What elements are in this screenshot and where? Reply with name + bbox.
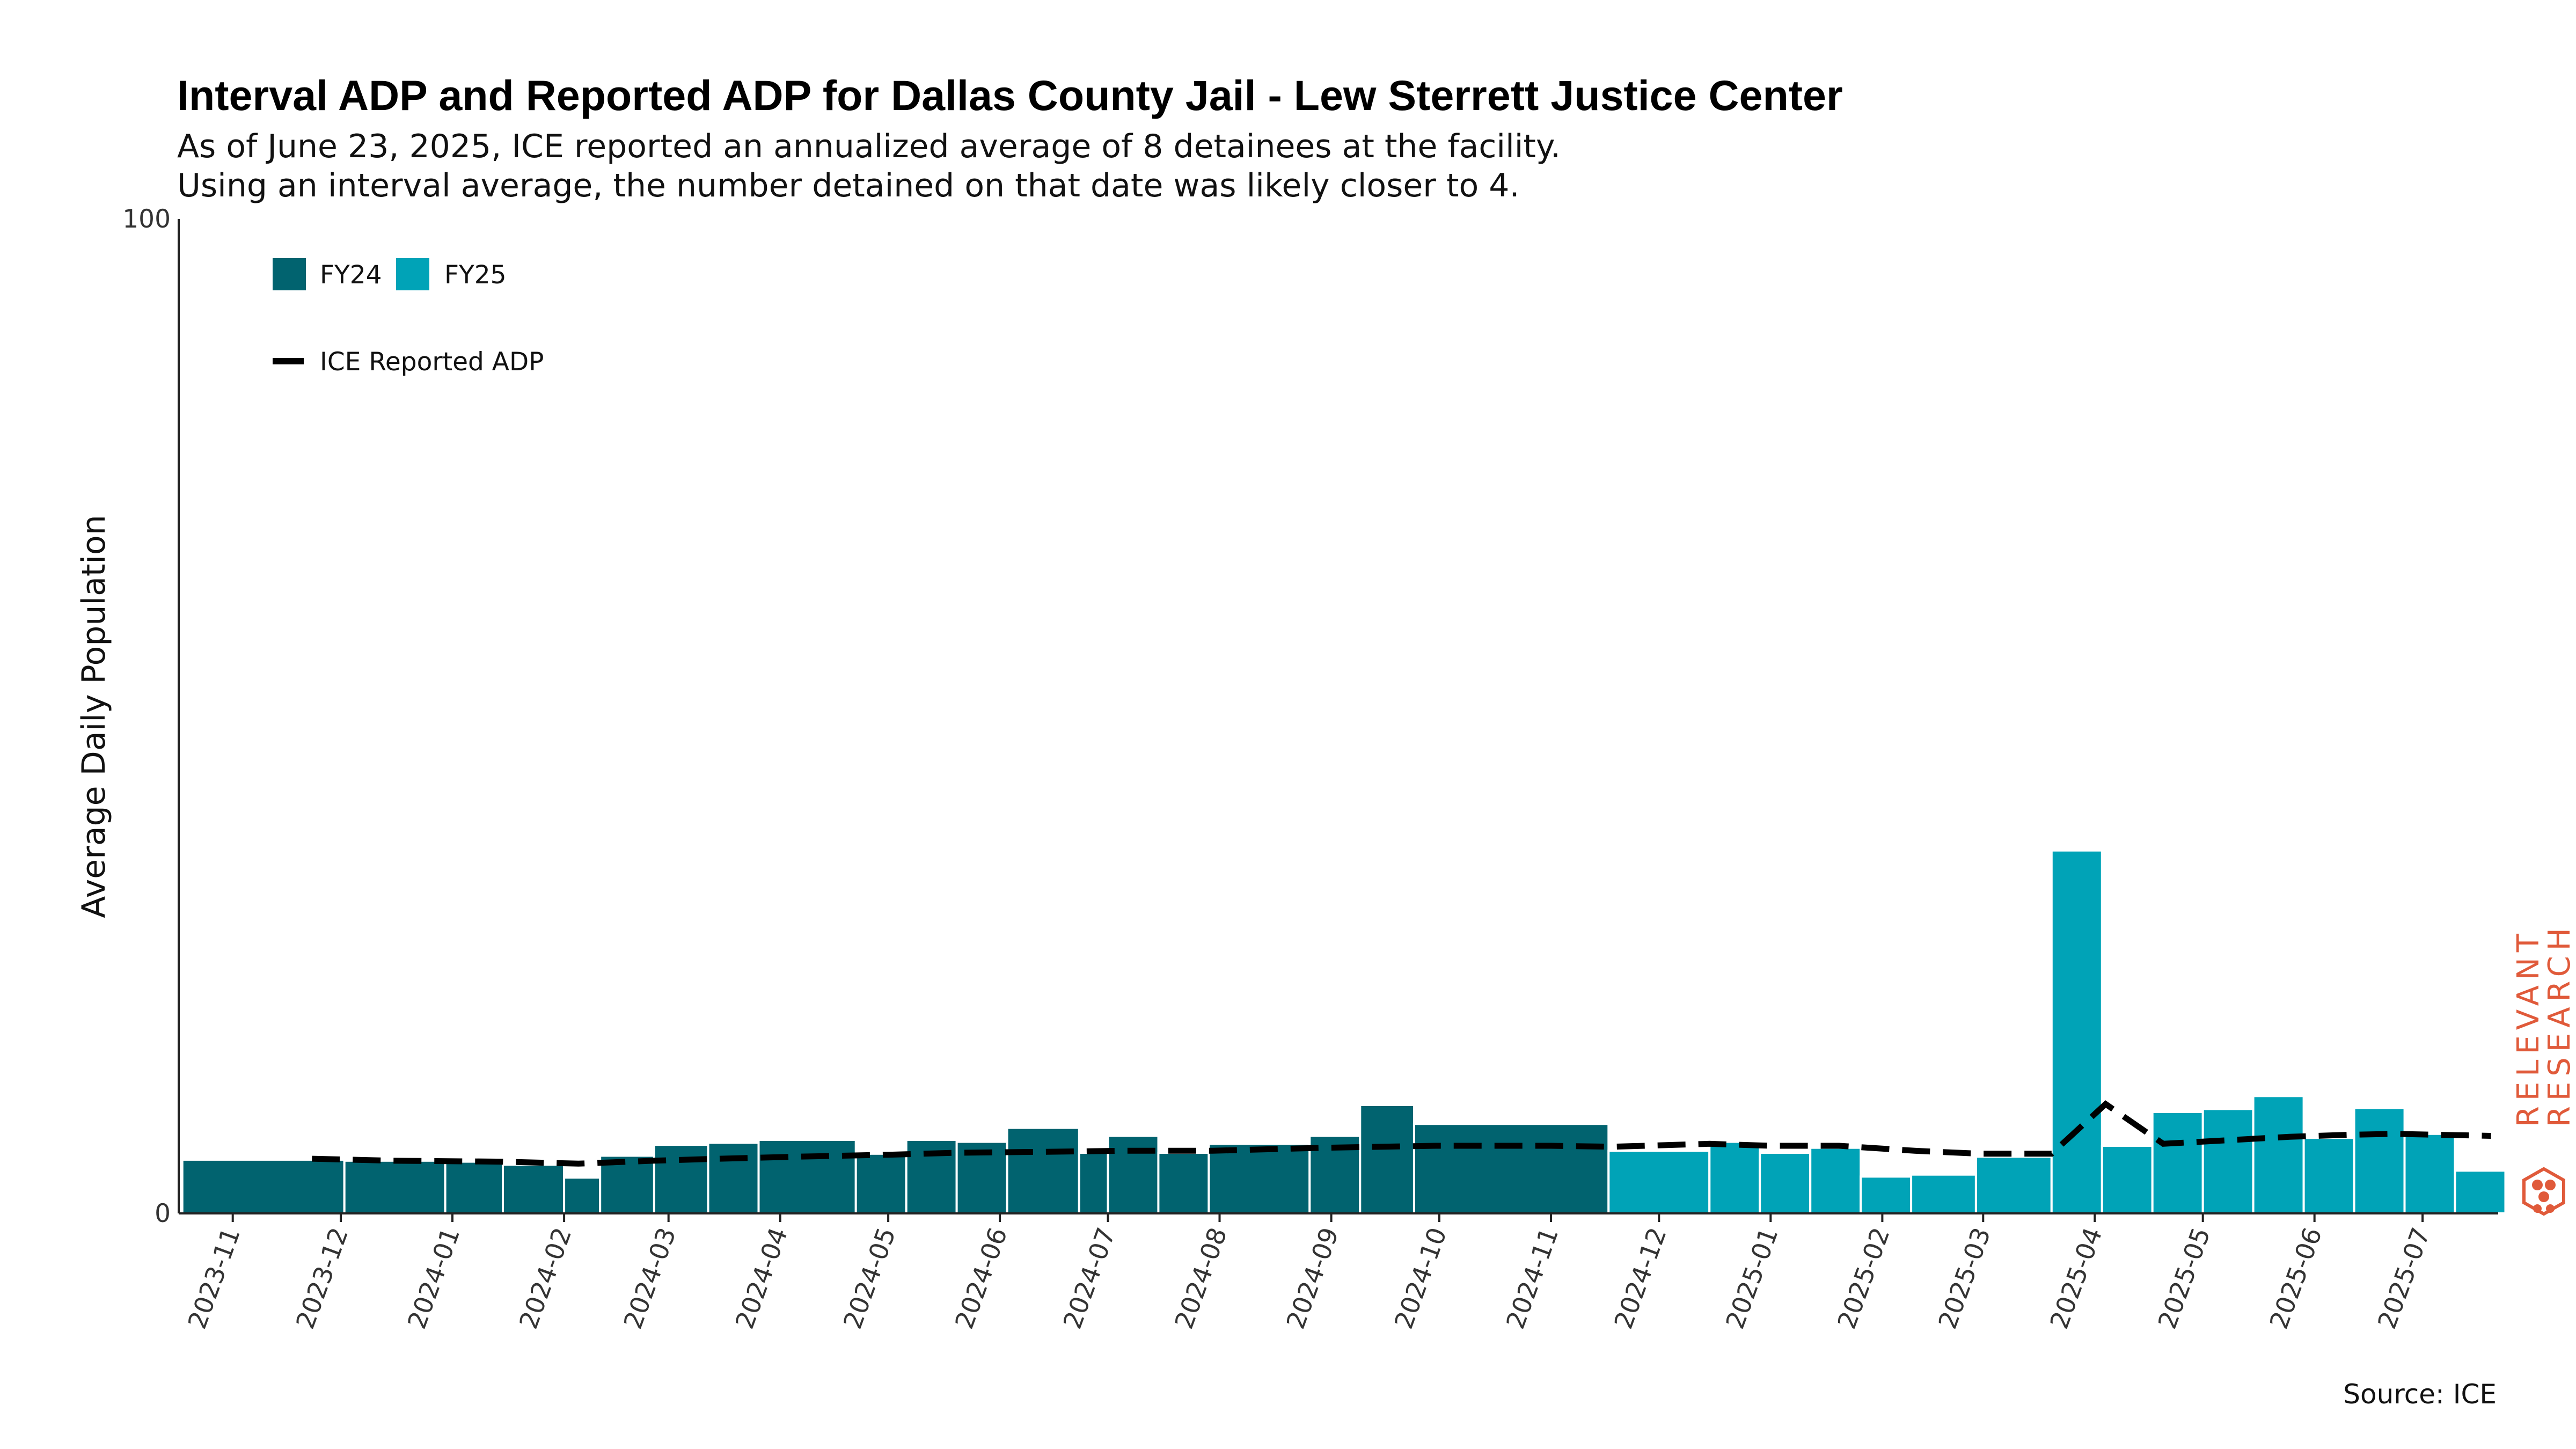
chart-subtitle-line-2: Using an interval average, the number de… <box>177 167 1520 204</box>
y-tick-label-min: 0 <box>155 1199 171 1228</box>
bar-fy24-8 <box>707 1141 760 1214</box>
bar-fy24-4 <box>502 1163 566 1214</box>
y-tick-label-max: 100 <box>122 204 171 234</box>
x-ticks-group: 2023-11 2023-12 2024-01 2024-02 2024-03 2024-… <box>182 1213 2436 1333</box>
legend-label-fy25: FY25 <box>444 260 507 290</box>
legend-label-reported-adp: ICE Reported ADP <box>320 347 544 377</box>
bar-fy24-7 <box>653 1144 709 1215</box>
bar-fy25-31 <box>2201 1108 2255 1214</box>
x-tick-label-2024-10: 2024-10 <box>1389 1224 1453 1333</box>
bar-fy24-15 <box>1107 1135 1160 1214</box>
bar-fy25-35 <box>2403 1132 2456 1215</box>
x-tick-label-2024-08: 2024-08 <box>1169 1224 1233 1333</box>
bar-fy25-27 <box>1974 1155 2053 1214</box>
x-tick-label-2024-04: 2024-04 <box>730 1224 794 1333</box>
x-tick-label-2025-04: 2025-04 <box>2045 1224 2109 1333</box>
bar-fy24-20 <box>1413 1123 1610 1214</box>
bar-fy25-23 <box>1759 1152 1812 1214</box>
x-tick-label-2025-03: 2025-03 <box>1933 1224 1997 1333</box>
bar-fy25-22 <box>1708 1140 1761 1215</box>
bars-group <box>181 849 2507 1215</box>
x-tick-label-2025-02: 2025-02 <box>1832 1224 1896 1333</box>
bar-fy25-29 <box>2101 1145 2154 1214</box>
bar-fy25-34 <box>2353 1107 2406 1215</box>
bar-fy24-17 <box>1208 1143 1311 1215</box>
legend-swatch-fy25 <box>396 258 429 290</box>
bar-fy24-5 <box>563 1176 602 1215</box>
bar-fy24-16 <box>1157 1152 1210 1214</box>
x-tick-label-2025-05: 2025-05 <box>2153 1224 2216 1333</box>
x-tick-label-2024-02: 2024-02 <box>514 1224 578 1333</box>
brand-hexagon-icon <box>2522 1167 2565 1216</box>
bar-fy24-13 <box>1006 1126 1080 1215</box>
bar-fy24-10 <box>854 1152 908 1215</box>
legend-label-fy24: FY24 <box>320 260 382 290</box>
brand-text-line-1: RELEVANT <box>2511 928 2546 1127</box>
bar-fy25-21 <box>1607 1150 1711 1215</box>
bar-fy24-1 <box>181 1158 346 1214</box>
x-tick-label-2024-09: 2024-09 <box>1281 1224 1345 1333</box>
bar-fy24-3 <box>444 1160 504 1215</box>
source-note: Source: ICE <box>2343 1379 2497 1410</box>
x-tick-label-2025-06: 2025-06 <box>2264 1224 2328 1333</box>
x-tick-label-2023-12: 2023-12 <box>290 1224 354 1333</box>
x-tick-label-2025-07: 2025-07 <box>2373 1224 2436 1333</box>
x-tick-label-2024-05: 2024-05 <box>838 1224 902 1333</box>
bar-fy25-24 <box>1809 1146 1862 1214</box>
x-tick-label-2024-11: 2024-11 <box>1501 1224 1564 1333</box>
chart-title: Interval ADP and Reported ADP for Dallas… <box>177 71 1843 119</box>
brand-logo: RELEVANT RESEARCH <box>2511 923 2576 1216</box>
x-tick-label-2024-12: 2024-12 <box>1609 1224 1673 1333</box>
bar-fy24-9 <box>757 1138 857 1214</box>
x-tick-label-2024-01: 2024-01 <box>402 1224 466 1333</box>
legend: FY24 FY25 ICE Reported ADP <box>273 258 544 377</box>
bar-fy24-19 <box>1359 1104 1416 1214</box>
y-axis-label: Average Daily Population <box>75 515 113 918</box>
bar-fy25-25 <box>1860 1175 1913 1214</box>
reported-adp-line <box>312 1100 2491 1167</box>
bar-fy25-28 <box>2050 849 2103 1214</box>
bar-fy25-36 <box>2454 1169 2507 1215</box>
brand-dots-icon <box>2532 1180 2556 1213</box>
x-tick-label-2023-11: 2023-11 <box>182 1224 246 1333</box>
x-tick-label-2024-06: 2024-06 <box>950 1224 1014 1333</box>
chart-subtitle-line-1: As of June 23, 2025, ICE reported an ann… <box>177 128 1561 165</box>
bar-fy24-2 <box>343 1159 447 1215</box>
bar-fy25-26 <box>1910 1173 1977 1214</box>
bar-fy25-32 <box>2252 1095 2305 1215</box>
bar-fy25-33 <box>2302 1137 2355 1214</box>
bar-fy25-30 <box>2151 1111 2204 1214</box>
x-tick-label-2024-07: 2024-07 <box>1058 1224 1122 1333</box>
x-tick-label-2024-03: 2024-03 <box>618 1224 682 1333</box>
bar-fy24-14 <box>1078 1152 1109 1214</box>
brand-text-line-2: RESEARCH <box>2542 923 2576 1127</box>
x-tick-label-2025-01: 2025-01 <box>1721 1224 1784 1333</box>
legend-swatch-fy24 <box>273 258 306 290</box>
